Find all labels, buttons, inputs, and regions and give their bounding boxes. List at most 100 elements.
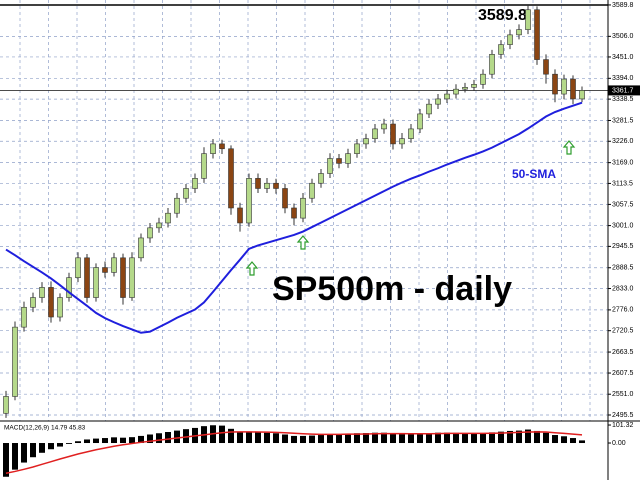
y-tick-label: 3169.0: [612, 159, 634, 166]
candle-body: [327, 158, 333, 174]
candle-body: [84, 257, 90, 298]
arrows: [245, 140, 576, 276]
candle-body: [12, 326, 18, 397]
candle-body: [525, 9, 531, 30]
vertical-grid: [19, 0, 591, 421]
candle-body: [237, 207, 243, 224]
high-annotation: 3589.8: [478, 7, 527, 24]
macd-bar: [354, 433, 360, 444]
macd-bar: [39, 443, 45, 453]
macd-bar: [57, 443, 63, 447]
up-arrow: [562, 140, 576, 155]
candle-body: [570, 78, 576, 100]
candle-body: [516, 29, 522, 36]
macd-bar: [525, 429, 531, 444]
candle-body: [381, 123, 387, 130]
macd-bar: [336, 434, 342, 444]
y-tick-label: 2833.0: [612, 285, 634, 292]
macd-bar: [84, 439, 90, 444]
candle-body: [426, 103, 432, 115]
y-tick-label: 2720.5: [612, 328, 634, 335]
candle-body: [462, 87, 468, 90]
macd-bar: [534, 430, 540, 444]
macd-bar: [327, 434, 333, 444]
y-tick-label: 3113.5: [612, 180, 633, 187]
candle-body: [120, 257, 126, 298]
y-tick-label: 3338.5: [612, 96, 634, 103]
y-tick-label: 3589.8: [612, 2, 634, 9]
macd-bar: [12, 443, 18, 470]
macd-bar: [489, 432, 495, 444]
sma-label: 50-SMA: [512, 167, 556, 181]
candle-body: [498, 44, 504, 55]
candle-body: [174, 197, 180, 214]
macd-bar: [147, 434, 153, 444]
candle-body: [399, 138, 405, 145]
y-tick-label: 0.00: [612, 440, 626, 447]
candle-body: [354, 143, 360, 154]
candle-body: [30, 297, 36, 308]
candle-body: [408, 128, 414, 139]
candle-body: [21, 306, 27, 328]
y-tick-label: 3281.5: [612, 117, 634, 124]
macd-bar: [426, 433, 432, 444]
signal-line: [5, 431, 583, 474]
candle-body: [192, 178, 198, 189]
macd-bar: [102, 438, 108, 444]
candle-body: [309, 182, 315, 199]
candle-body: [66, 277, 72, 298]
candle-body: [453, 88, 459, 95]
candle-body: [345, 153, 351, 164]
macd-bar: [516, 430, 522, 444]
macd-bar: [291, 435, 297, 444]
macd-bar: [273, 433, 279, 444]
macd-bar: [363, 433, 369, 444]
macd-bar: [282, 434, 288, 444]
macd-bar: [21, 443, 27, 463]
macd-bar: [75, 441, 81, 444]
macd-bar: [165, 432, 171, 444]
y-tick-label: 2663.5: [612, 349, 634, 356]
macd-bar: [435, 432, 441, 444]
candle-body: [102, 267, 108, 273]
macd-bar: [498, 431, 504, 444]
candle-body: [552, 73, 558, 95]
candle-body: [228, 148, 234, 209]
macd-bar: [570, 438, 576, 444]
candle-body: [444, 93, 450, 100]
current-price-label: 3361.7: [612, 87, 634, 94]
y-tick-label: 3057.5: [612, 201, 634, 208]
macd-bar: [372, 432, 378, 444]
macd-bar: [471, 433, 477, 444]
candle-body: [363, 138, 369, 145]
macd-bar: [381, 432, 387, 444]
candle-body: [39, 287, 45, 298]
macd-bar: [111, 437, 117, 444]
macd-bar: [183, 429, 189, 444]
candle-body: [579, 90, 585, 100]
up-arrow: [245, 261, 259, 276]
macd-bar: [219, 425, 225, 444]
macd-bar: [480, 433, 486, 444]
macd-bar: [579, 440, 585, 444]
y-tick-label: 2945.5: [612, 243, 634, 250]
macd-bar: [345, 433, 351, 444]
candle-body: [435, 98, 441, 105]
macd-bar: [66, 443, 72, 444]
candle-body: [372, 128, 378, 139]
macd-bar: [246, 432, 252, 444]
current-price-box: [608, 85, 640, 96]
candle-body: [219, 143, 225, 150]
candle-body: [210, 143, 216, 154]
y-tick-label: 2607.5: [612, 370, 634, 377]
macd-bar: [507, 430, 513, 444]
y-tick-label: 3001.0: [612, 222, 634, 229]
candle-body: [318, 173, 324, 184]
macd-bar: [48, 443, 54, 450]
macd-bar: [390, 433, 396, 444]
candle-body: [129, 257, 135, 298]
candle-body: [300, 197, 306, 219]
